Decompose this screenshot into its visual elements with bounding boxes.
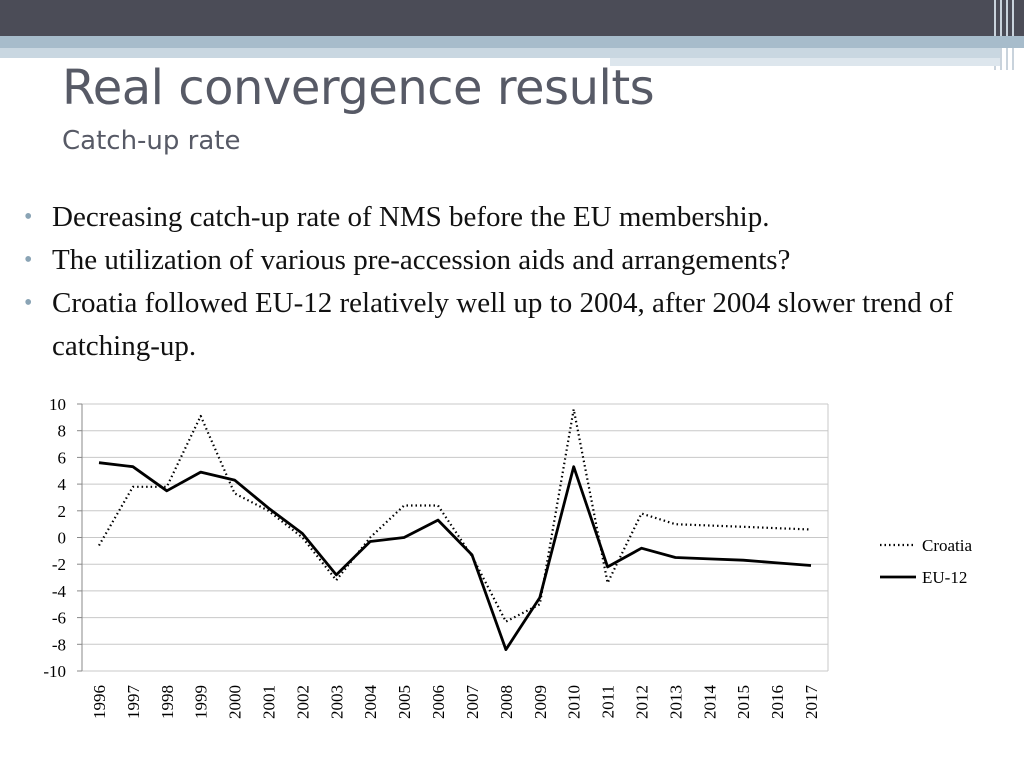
x-tick-label: 1998 xyxy=(158,685,177,719)
x-tick-label: 2003 xyxy=(327,685,346,719)
x-tick-label: 2002 xyxy=(293,685,312,719)
bullet-text: Croatia followed EU-12 relatively well u… xyxy=(52,287,954,362)
bullet-item: • The utilization of various pre-accessio… xyxy=(24,239,1019,282)
bullet-text: Decreasing catch-up rate of NMS before t… xyxy=(52,201,770,233)
bullet-dot-icon: • xyxy=(24,247,33,273)
bullet-dot-icon: • xyxy=(24,290,33,316)
x-tick-label: 2015 xyxy=(734,685,753,719)
x-tick-label: 1999 xyxy=(192,685,211,719)
top-bar xyxy=(0,0,1024,70)
legend-label: EU-12 xyxy=(922,568,967,587)
x-tick-label: 2008 xyxy=(497,685,516,719)
y-tick-label: -2 xyxy=(52,555,66,574)
y-tick-label: 8 xyxy=(58,422,67,441)
header-band-light xyxy=(0,48,1000,58)
y-tick-label: 6 xyxy=(58,448,67,467)
y-tick-label: -8 xyxy=(52,635,66,654)
y-tick-label: -6 xyxy=(52,609,66,628)
bullet-item: • Decreasing catch-up rate of NMS before … xyxy=(24,196,1019,239)
slide-title: Real convergence results xyxy=(62,60,655,116)
legend-label: Croatia xyxy=(922,536,972,555)
slide-subtitle: Catch-up rate xyxy=(62,126,241,156)
x-tick-label: 2011 xyxy=(599,685,618,718)
header-band xyxy=(0,36,1024,48)
series-line-eu-12 xyxy=(98,461,812,652)
x-tick-label: 2005 xyxy=(395,685,414,719)
x-tick-label: 2017 xyxy=(802,685,821,720)
x-tick-label: 2001 xyxy=(260,685,279,719)
x-tick-label: 2009 xyxy=(531,685,550,719)
x-tick-label: 2014 xyxy=(700,685,719,720)
y-tick-label: 0 xyxy=(58,529,67,548)
x-tick-label: 1997 xyxy=(124,685,143,720)
bullet-dot-icon: • xyxy=(24,204,33,230)
top-bar-ornament xyxy=(994,0,1016,70)
x-tick-label: 2006 xyxy=(429,685,448,719)
catch-up-rate-chart: 10 8 6 4 2 0 -2 -4 -6 -8 -10 1996 1997 1998 1999 2000 20… xyxy=(43,395,972,720)
bullet-list: • Decreasing catch-up rate of NMS before … xyxy=(24,196,1019,368)
x-tick-label: 2007 xyxy=(463,685,482,720)
y-tick-label: 4 xyxy=(58,475,67,494)
x-tick-label: 2000 xyxy=(226,685,245,719)
x-tick-label: 2004 xyxy=(361,685,380,720)
y-tick-label: 2 xyxy=(58,502,67,521)
x-tick-label: 1996 xyxy=(90,685,109,719)
bullet-item: • Croatia followed EU-12 relatively well … xyxy=(24,282,1019,368)
x-tick-label: 2013 xyxy=(666,685,685,719)
x-tick-label: 2012 xyxy=(633,685,652,719)
y-tick-label: -4 xyxy=(52,582,67,601)
header-band-lighter xyxy=(610,58,1000,66)
y-tick-label: -10 xyxy=(43,662,66,681)
y-tick-label: 10 xyxy=(49,395,66,414)
x-tick-label: 2016 xyxy=(768,685,787,719)
bullet-text: The utilization of various pre-accession… xyxy=(52,244,791,276)
x-tick-label: 2010 xyxy=(565,685,584,719)
series-line-croatia xyxy=(98,408,812,623)
